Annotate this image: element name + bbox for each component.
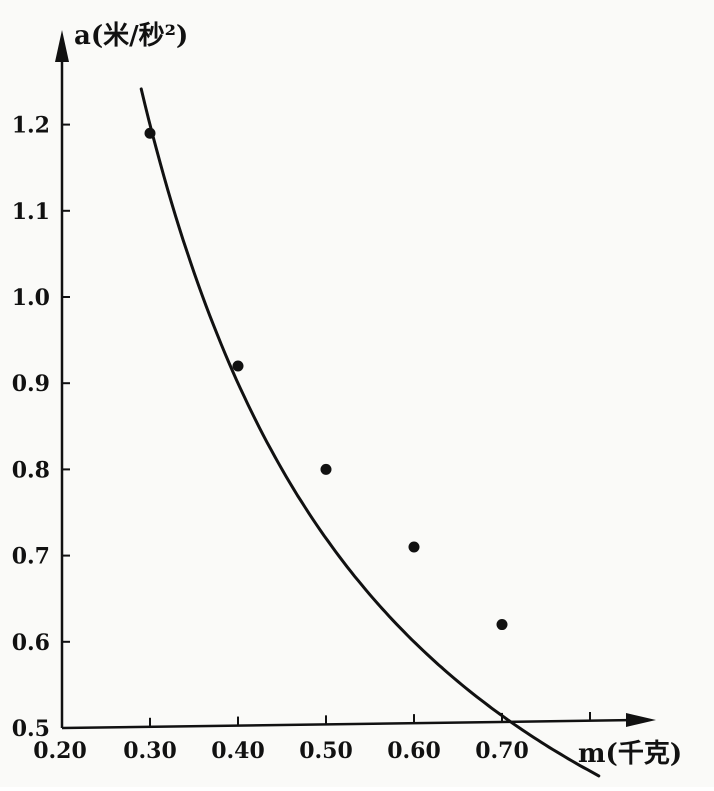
y-tick-label: 0.8 bbox=[12, 457, 50, 483]
x-tick-label: 0.20 bbox=[33, 738, 87, 764]
x-tick-label: 0.60 bbox=[387, 738, 441, 764]
data-point bbox=[144, 127, 156, 139]
data-points-layer bbox=[144, 127, 508, 631]
fitted-curve bbox=[139, 87, 601, 778]
x-axis-label: m(千克) bbox=[578, 739, 682, 769]
y-tick-label: 0.6 bbox=[12, 630, 50, 656]
x-tick-label: 0.70 bbox=[475, 738, 529, 764]
x-axis-arrow bbox=[626, 713, 656, 727]
data-point bbox=[408, 541, 420, 553]
fitted-curve-layer bbox=[139, 87, 601, 778]
x-tick-label: 0.50 bbox=[299, 738, 353, 764]
y-tick-label: 1.2 bbox=[12, 113, 50, 139]
y-tick-label: 1.1 bbox=[12, 199, 50, 225]
y-tick-label: 0.5 bbox=[12, 716, 50, 742]
y-axis-label: a(米/秒²) bbox=[74, 21, 188, 51]
axes bbox=[55, 30, 656, 730]
x-tick-label: 0.40 bbox=[211, 738, 265, 764]
data-point bbox=[320, 463, 332, 475]
data-point bbox=[232, 360, 244, 372]
x-tick-label: 0.30 bbox=[123, 738, 177, 764]
y-tick-label: 1.0 bbox=[12, 285, 50, 311]
y-axis-arrow bbox=[55, 30, 69, 62]
y-tick-label: 0.9 bbox=[12, 371, 50, 397]
x-axis-line bbox=[61, 718, 641, 730]
y-tick-label: 0.7 bbox=[12, 544, 50, 570]
data-point bbox=[496, 619, 508, 631]
labels-layer: 0.5 0.6 0.7 0.8 0.9 1.0 1.1 1.2 0.20 0.30 0.40 0.50… bbox=[12, 21, 682, 769]
